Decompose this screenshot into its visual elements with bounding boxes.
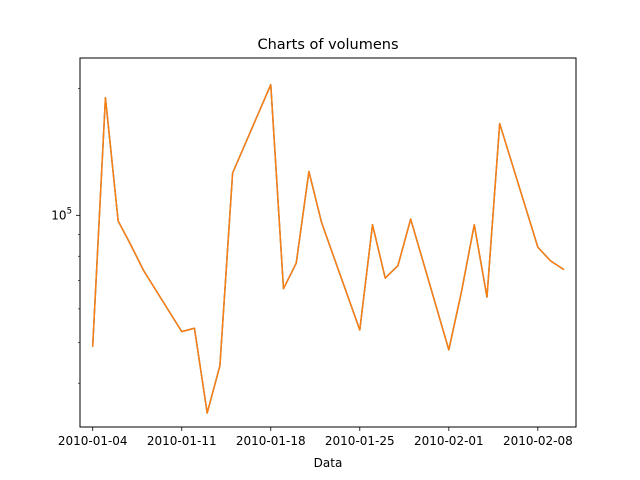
x-tick-label: 2010-01-25 — [325, 434, 395, 448]
y-tick-label: 105 — [51, 206, 72, 222]
x-axis: 2010-01-04 2010-01-11 2010-01-18 2010-01-25… — [58, 427, 573, 448]
axes-frame — [79, 57, 577, 428]
chart-title: Charts of volumens — [257, 37, 398, 53]
series-line-1 — [91, 83, 565, 414]
x-tick-label: 2010-02-01 — [414, 434, 484, 448]
x-tick-label: 2010-02-08 — [503, 434, 573, 448]
x-tick-label: 2010-01-04 — [58, 434, 128, 448]
series-line-2 — [91, 83, 565, 414]
x-tick-label: 2010-01-18 — [236, 434, 306, 448]
plot-area — [91, 83, 565, 414]
x-tick-label: 2010-01-11 — [147, 434, 217, 448]
x-axis-label: Data — [314, 456, 343, 470]
y-axis: 105 — [51, 88, 80, 384]
